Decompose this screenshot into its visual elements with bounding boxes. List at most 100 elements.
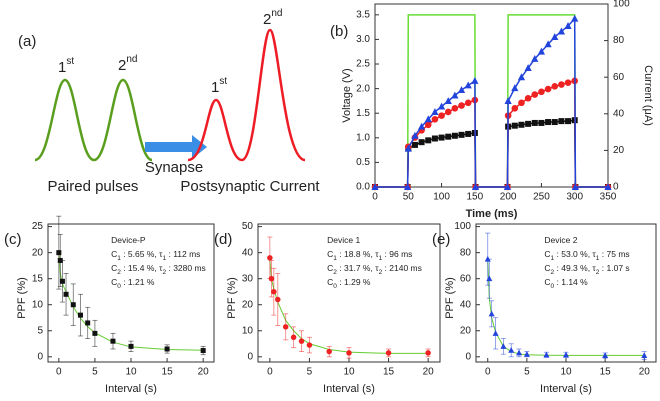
annotation-text: : 1.29 % bbox=[337, 277, 371, 287]
y2-tick-label: 0 bbox=[613, 182, 619, 193]
annotation-text: : 31.7 %, τ bbox=[337, 263, 379, 273]
marker bbox=[602, 352, 609, 358]
panel-label: (d) bbox=[214, 231, 232, 248]
marker bbox=[563, 351, 569, 358]
y2-axis-label: Current (μA) bbox=[642, 65, 654, 126]
x-tick-label: 15 bbox=[383, 367, 395, 378]
y-tick-label: 25 bbox=[32, 221, 44, 232]
x-tick-label: 20 bbox=[423, 367, 435, 378]
x-tick-label: 10 bbox=[560, 367, 572, 378]
panel-label: (e) bbox=[432, 231, 450, 248]
y2-tick-label: 80 bbox=[613, 35, 625, 46]
annotation-text: Device-P bbox=[111, 235, 146, 245]
peak-number: 1 bbox=[211, 79, 219, 96]
marker bbox=[543, 351, 550, 358]
marker bbox=[517, 73, 526, 81]
panel-label: (a) bbox=[18, 33, 36, 50]
x-tick-label: 150 bbox=[467, 192, 484, 203]
marker bbox=[164, 346, 170, 352]
annotation-text: C bbox=[544, 277, 550, 287]
annotation: C1 : 18.8 %, τ1 : 96 ms bbox=[327, 249, 412, 262]
marker bbox=[504, 97, 512, 104]
subscript: 2 bbox=[551, 269, 555, 276]
marker bbox=[438, 134, 445, 141]
marker bbox=[63, 291, 69, 297]
annotation: C1 : 53.0 %, τ1 : 75 ms bbox=[544, 249, 629, 262]
annotation: C1 : 5.65 %, τ1 : 112 ms bbox=[111, 249, 200, 262]
subscript: 1 bbox=[117, 255, 121, 262]
y-tick-label: 0.5 bbox=[356, 157, 370, 168]
marker bbox=[306, 342, 313, 348]
y-tick-label: 60 bbox=[460, 273, 472, 284]
subscript: 2 bbox=[162, 269, 166, 276]
marker bbox=[471, 76, 479, 84]
subscript: 2 bbox=[379, 269, 383, 276]
y-tick-label: 0 bbox=[37, 351, 43, 362]
annotation-text: C bbox=[327, 263, 333, 273]
x-tick-label: 200 bbox=[500, 192, 517, 203]
y-tick-label: 10 bbox=[242, 325, 254, 336]
annotation-text: Device 1 bbox=[327, 235, 360, 245]
marker bbox=[457, 86, 466, 94]
marker bbox=[511, 105, 519, 112]
peak-label: 1st bbox=[58, 56, 74, 76]
annotation-text: : 96 ms bbox=[382, 249, 412, 259]
annotation-text: C bbox=[544, 263, 550, 273]
series-line bbox=[375, 119, 608, 188]
marker bbox=[551, 119, 558, 126]
peak-suffix: nd bbox=[271, 8, 282, 19]
y-tick-label: 40 bbox=[242, 247, 254, 258]
x-tick-label: 5 bbox=[92, 367, 98, 378]
marker bbox=[508, 347, 515, 353]
marker bbox=[404, 183, 412, 190]
input-pulses bbox=[34, 78, 153, 162]
marker bbox=[451, 132, 458, 139]
marker bbox=[451, 91, 459, 99]
peak-suffix: st bbox=[219, 76, 227, 87]
annotation-text: : 53.0 %, τ bbox=[554, 249, 596, 259]
marker bbox=[538, 119, 545, 126]
marker bbox=[411, 141, 418, 148]
annotation-text: Device 2 bbox=[544, 235, 577, 245]
subscript: 1 bbox=[596, 255, 600, 262]
x-tick-label: 20 bbox=[639, 367, 651, 378]
marker bbox=[385, 350, 392, 356]
marker bbox=[492, 330, 499, 336]
y-tick-label: 20 bbox=[32, 247, 44, 258]
caption: Postsynaptic Current bbox=[180, 178, 320, 195]
annotation-text: : 2140 ms bbox=[382, 263, 422, 273]
marker bbox=[298, 338, 305, 344]
y-tick-label: 80 bbox=[460, 247, 472, 258]
y-tick-label: 30 bbox=[242, 273, 254, 284]
marker bbox=[524, 94, 532, 102]
marker bbox=[564, 79, 572, 86]
annotation: Device 1 bbox=[327, 235, 360, 245]
subscript: 0 bbox=[551, 283, 555, 290]
marker bbox=[267, 255, 273, 261]
marker bbox=[565, 118, 572, 125]
marker bbox=[418, 122, 426, 130]
y-tick-label: 20 bbox=[460, 325, 472, 336]
marker bbox=[458, 131, 465, 138]
x-tick-label: 300 bbox=[566, 192, 583, 203]
y-tick-label: 15 bbox=[32, 273, 44, 284]
marker bbox=[464, 99, 472, 107]
marker bbox=[518, 121, 525, 128]
y-axis-label: Voltage (V) bbox=[341, 68, 353, 122]
marker bbox=[128, 343, 134, 349]
y-tick-label: 2.5 bbox=[356, 59, 370, 70]
marker bbox=[110, 338, 116, 344]
peak-number: 1 bbox=[58, 59, 66, 76]
x-axis-label: Time (ms) bbox=[466, 208, 518, 220]
marker bbox=[418, 139, 425, 146]
marker bbox=[444, 108, 452, 116]
annotation-text: : 1.21 % bbox=[121, 277, 155, 287]
y-tick-label: 3.0 bbox=[356, 34, 370, 45]
x-tick-label: 100 bbox=[433, 192, 450, 203]
annotation-text: : 1.14 % bbox=[554, 277, 588, 287]
series-line bbox=[375, 14, 608, 188]
marker bbox=[437, 102, 446, 110]
subscript: 1 bbox=[162, 255, 166, 262]
arrow-label: Synapse bbox=[145, 159, 203, 176]
